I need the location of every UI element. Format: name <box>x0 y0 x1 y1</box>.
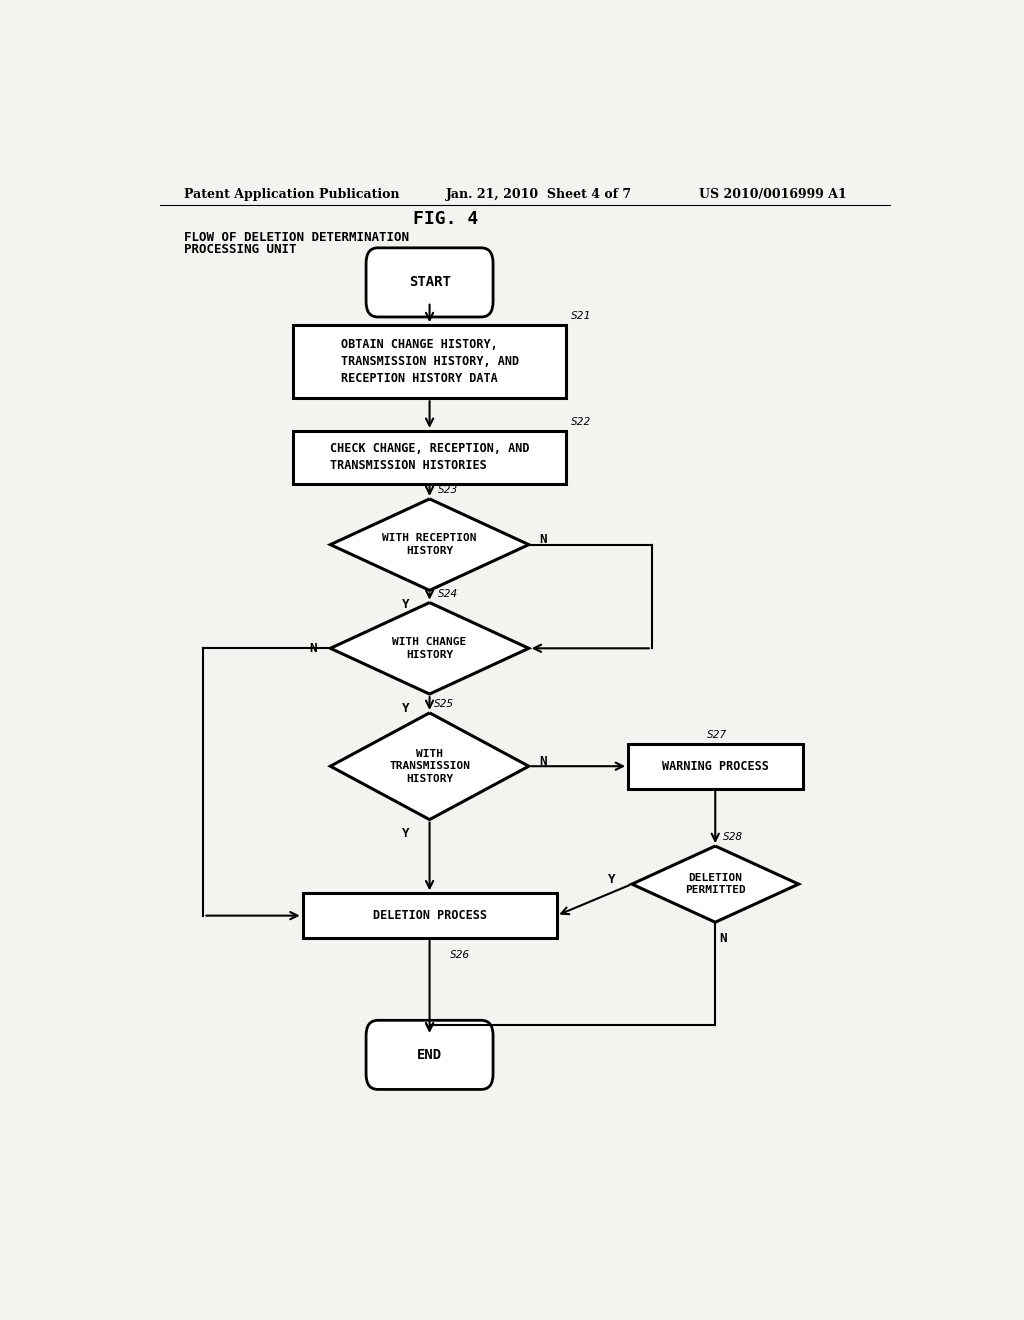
Text: N: N <box>720 932 727 945</box>
Text: S28: S28 <box>723 832 743 842</box>
Text: Jan. 21, 2010  Sheet 4 of 7: Jan. 21, 2010 Sheet 4 of 7 <box>445 189 632 202</box>
Text: S27: S27 <box>708 730 728 739</box>
Text: START: START <box>409 276 451 289</box>
Text: S25: S25 <box>433 698 454 709</box>
Text: S22: S22 <box>570 417 591 426</box>
Text: WITH
TRANSMISSION
HISTORY: WITH TRANSMISSION HISTORY <box>389 748 470 784</box>
Text: Y: Y <box>402 598 410 611</box>
Text: END: END <box>417 1048 442 1061</box>
Bar <box>293 430 566 483</box>
Text: S21: S21 <box>570 312 591 321</box>
Text: FIG. 4: FIG. 4 <box>413 210 478 228</box>
Polygon shape <box>331 713 528 820</box>
Text: Y: Y <box>402 702 410 714</box>
Bar <box>293 325 566 399</box>
Polygon shape <box>632 846 799 923</box>
Polygon shape <box>331 499 528 590</box>
Text: PROCESSING UNIT: PROCESSING UNIT <box>183 243 296 256</box>
Text: N: N <box>540 755 547 768</box>
Text: S23: S23 <box>437 484 458 495</box>
Text: N: N <box>540 533 547 546</box>
Text: WITH RECEPTION
HISTORY: WITH RECEPTION HISTORY <box>382 533 477 556</box>
FancyBboxPatch shape <box>367 248 494 317</box>
Polygon shape <box>331 602 528 694</box>
Text: DELETION PROCESS: DELETION PROCESS <box>373 909 486 923</box>
Text: S24: S24 <box>437 589 458 598</box>
Text: WARNING PROCESS: WARNING PROCESS <box>662 760 769 772</box>
Text: Y: Y <box>402 828 410 841</box>
Bar <box>628 744 803 788</box>
Text: FLOW OF DELETION DETERMINATION: FLOW OF DELETION DETERMINATION <box>183 231 409 244</box>
Text: US 2010/0016999 A1: US 2010/0016999 A1 <box>699 189 847 202</box>
Bar <box>303 894 557 939</box>
Text: Y: Y <box>608 873 615 886</box>
FancyBboxPatch shape <box>367 1020 494 1089</box>
Text: CHECK CHANGE, RECEPTION, AND
TRANSMISSION HISTORIES: CHECK CHANGE, RECEPTION, AND TRANSMISSIO… <box>330 442 529 473</box>
Text: Patent Application Publication: Patent Application Publication <box>183 189 399 202</box>
Text: OBTAIN CHANGE HISTORY,
TRANSMISSION HISTORY, AND
RECEPTION HISTORY DATA: OBTAIN CHANGE HISTORY, TRANSMISSION HIST… <box>341 338 518 385</box>
Text: S26: S26 <box>450 950 470 961</box>
Text: N: N <box>309 642 316 655</box>
Text: WITH CHANGE
HISTORY: WITH CHANGE HISTORY <box>392 638 467 660</box>
Text: DELETION
PERMITTED: DELETION PERMITTED <box>685 873 745 895</box>
